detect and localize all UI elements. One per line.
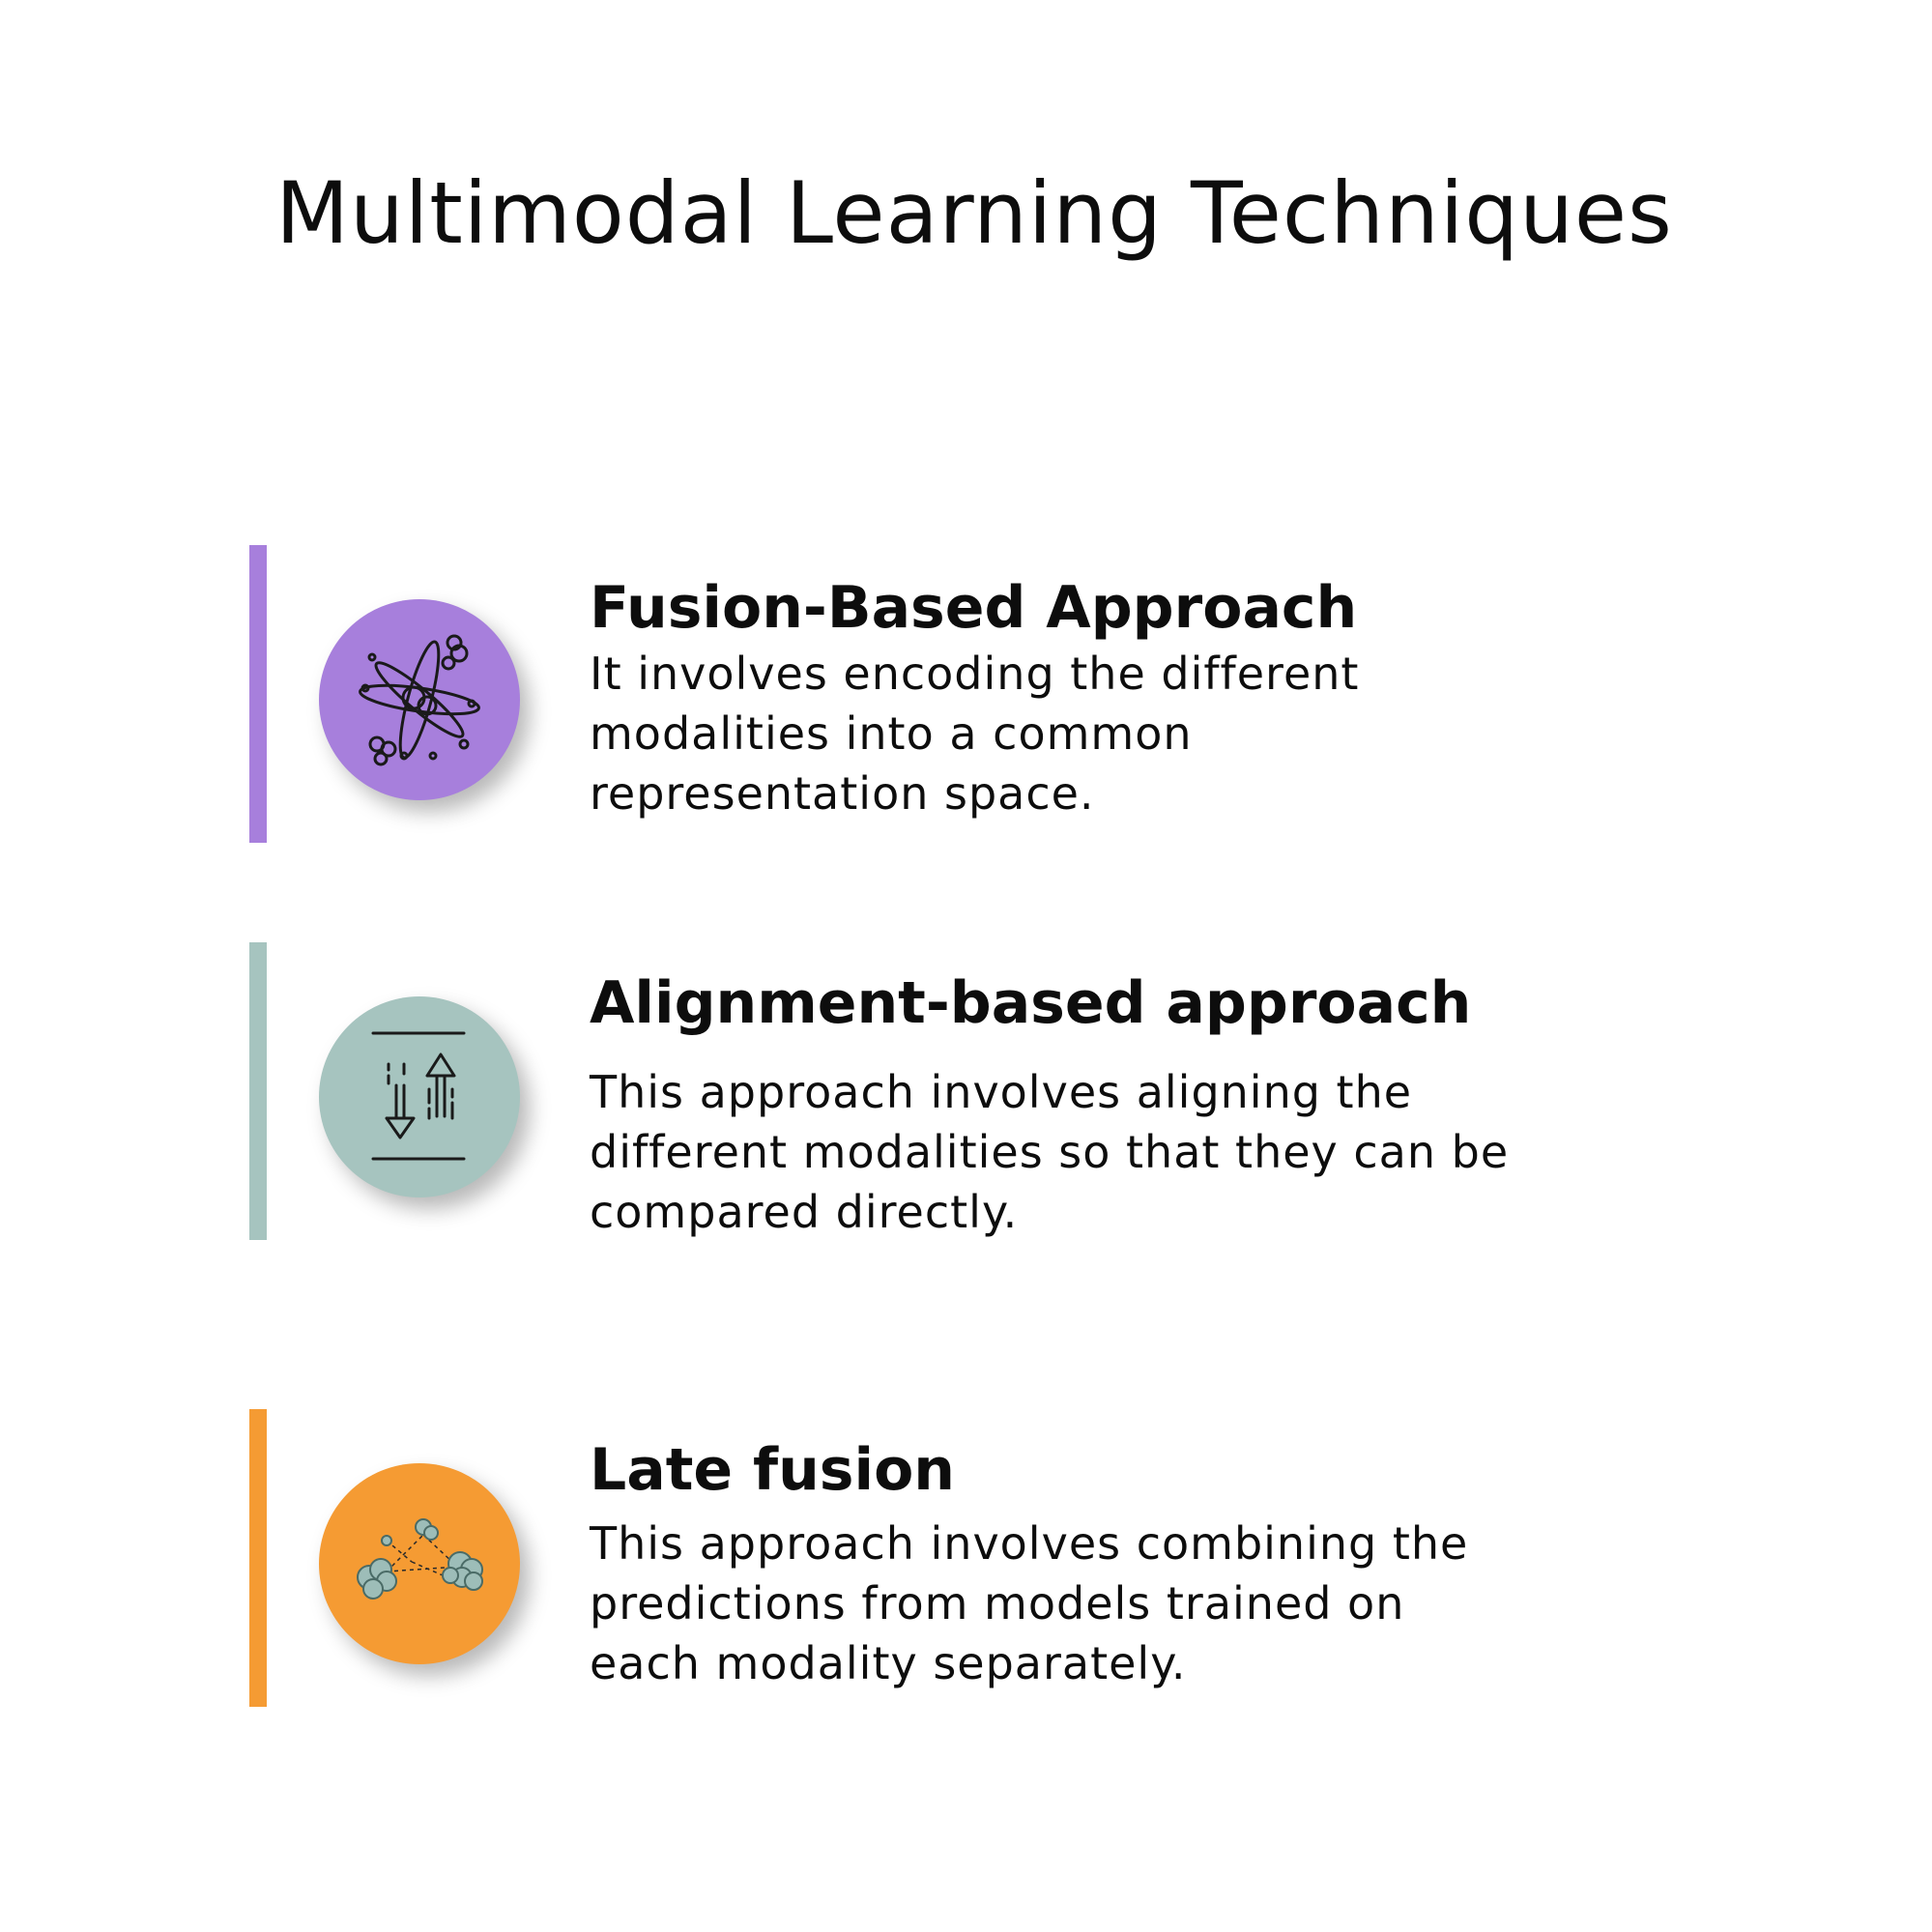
merging-clouds-icon bbox=[357, 1518, 483, 1600]
align-arrows-icon bbox=[371, 1031, 466, 1161]
fusion-description-line: It involves encoding the different bbox=[590, 648, 1360, 700]
late-fusion-description-line: each modality separately. bbox=[590, 1637, 1187, 1689]
fusion-icon-badge bbox=[319, 599, 520, 800]
late-fusion-heading: Late fusion bbox=[590, 1436, 956, 1504]
alignment-description-line: This approach involves aligning the bbox=[590, 1066, 1413, 1118]
technique-fusion-based: Fusion-Based Approach It involves encodi… bbox=[0, 545, 1932, 845]
late-fusion-description-line: This approach involves combining the bbox=[590, 1517, 1469, 1570]
alignment-description: This approach involves aligning the diff… bbox=[590, 1062, 1711, 1242]
alignment-description-line: compared directly. bbox=[590, 1186, 1019, 1238]
accent-bar-fusion bbox=[249, 545, 267, 843]
late-fusion-description: This approach involves combining the pre… bbox=[590, 1514, 1711, 1693]
late-fusion-icon-badge bbox=[319, 1463, 520, 1664]
atom-fusion-icon bbox=[359, 634, 480, 766]
fusion-heading: Fusion-Based Approach bbox=[590, 574, 1358, 642]
fusion-description-line: modalities into a common bbox=[590, 707, 1193, 760]
technique-late-fusion: Late fusion This approach involves combi… bbox=[0, 1409, 1932, 1709]
late-fusion-description-line: predictions from models trained on bbox=[590, 1577, 1405, 1629]
alignment-description-line: different modalities so that they can be bbox=[590, 1126, 1510, 1178]
page-title: Multimodal Learning Techniques bbox=[275, 163, 1673, 263]
accent-bar-late-fusion bbox=[249, 1409, 267, 1707]
alignment-heading: Alignment-based approach bbox=[590, 969, 1472, 1037]
accent-bar-alignment bbox=[249, 942, 267, 1240]
alignment-icon-badge bbox=[319, 996, 520, 1197]
fusion-description: It involves encoding the different modal… bbox=[590, 644, 1711, 823]
technique-alignment-based: Alignment-based approach This approach i… bbox=[0, 942, 1932, 1242]
fusion-description-line: representation space. bbox=[590, 767, 1095, 820]
